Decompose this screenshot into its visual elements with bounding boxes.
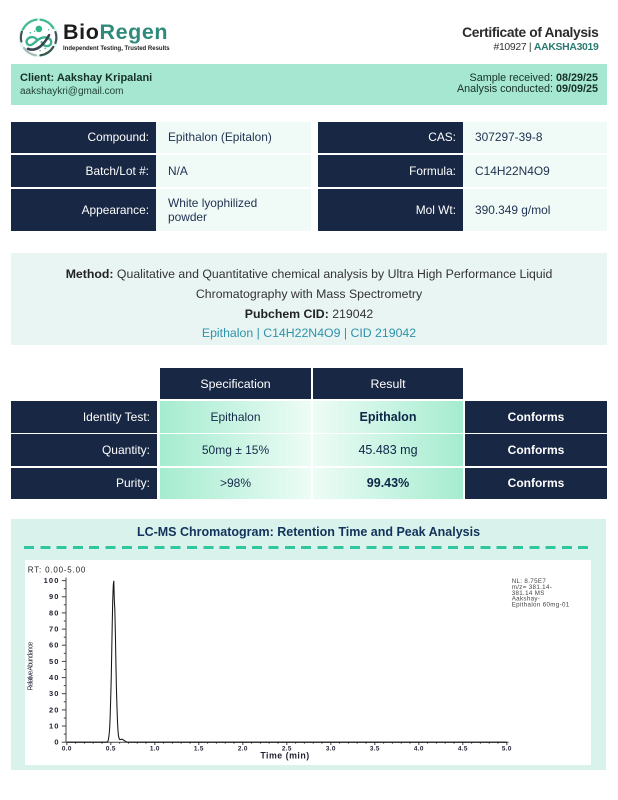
svg-text:30: 30 <box>49 689 60 698</box>
svg-text:60: 60 <box>49 640 60 649</box>
svg-text:4.0: 4.0 <box>414 745 424 752</box>
svg-text:90: 90 <box>49 592 60 601</box>
svg-text:1.0: 1.0 <box>150 745 160 752</box>
svg-text:2.0: 2.0 <box>238 745 248 752</box>
svg-text:381.14 MS: 381.14 MS <box>512 589 545 596</box>
svg-text:50: 50 <box>49 656 60 665</box>
svg-text:3.5: 3.5 <box>370 745 380 752</box>
svg-text:NL: 8.75E7: NL: 8.75E7 <box>512 578 547 585</box>
svg-text:2.5: 2.5 <box>282 745 292 752</box>
svg-text:RT: 0.00-5.00: RT: 0.00-5.00 <box>28 565 86 574</box>
svg-text:100: 100 <box>44 576 60 585</box>
svg-text:Epithalon 60mg-01: Epithalon 60mg-01 <box>512 601 570 608</box>
svg-text:10: 10 <box>49 721 60 730</box>
svg-text:70: 70 <box>49 624 60 633</box>
svg-text:5.0: 5.0 <box>502 745 512 752</box>
svg-text:1.5: 1.5 <box>194 745 204 752</box>
svg-text:0.5: 0.5 <box>106 745 116 752</box>
svg-text:0.0: 0.0 <box>62 745 72 752</box>
svg-text:Relative Abundance: Relative Abundance <box>28 641 35 690</box>
svg-text:0: 0 <box>54 737 59 746</box>
svg-text:3.0: 3.0 <box>326 745 336 752</box>
svg-text:Aakshay-: Aakshay- <box>512 595 541 602</box>
svg-text:80: 80 <box>49 608 60 617</box>
svg-text:m/z= 381.14-: m/z= 381.14- <box>512 583 553 590</box>
svg-text:40: 40 <box>49 673 60 682</box>
svg-text:20: 20 <box>49 705 60 714</box>
svg-text:4.5: 4.5 <box>458 745 468 752</box>
svg-text:Time (min): Time (min) <box>260 750 309 760</box>
